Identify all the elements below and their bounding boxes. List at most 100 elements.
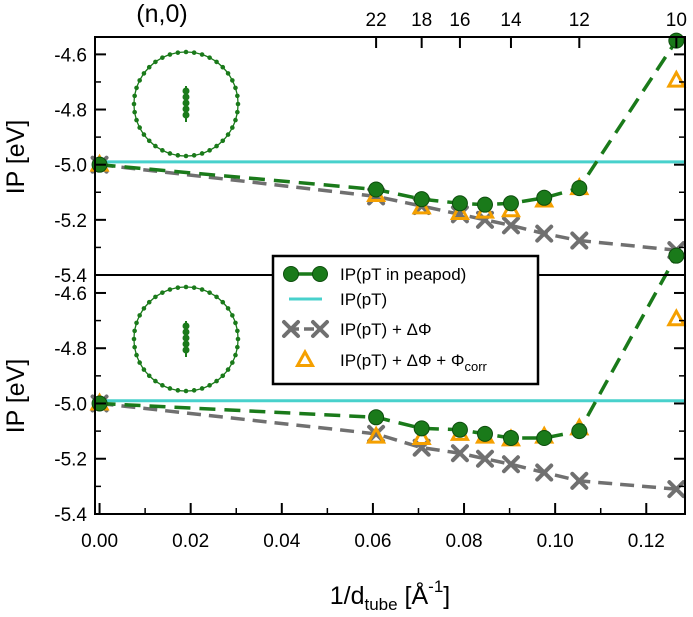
legend-label: IP(pT) + ΔΦ bbox=[340, 320, 432, 339]
series-line-delta bbox=[99, 401, 677, 491]
tube-atom bbox=[225, 71, 231, 76]
tube-atom bbox=[235, 101, 241, 107]
top-axis-title: (n,0) bbox=[136, 0, 187, 28]
tube-atom bbox=[131, 101, 137, 107]
molecule-atom bbox=[182, 322, 190, 330]
tube-atom bbox=[220, 299, 226, 305]
tube-atom bbox=[207, 55, 212, 60]
x-axis-title-sub: tube bbox=[365, 595, 398, 614]
top-axis-tick-label: 22 bbox=[366, 10, 387, 31]
data-point-peapod bbox=[451, 195, 468, 212]
tube-atom bbox=[146, 373, 152, 379]
molecule-atom bbox=[182, 334, 190, 342]
molecule-atom bbox=[182, 346, 190, 354]
tube-atom bbox=[214, 59, 219, 65]
data-point-delta bbox=[570, 471, 589, 490]
x-axis-title: 1/dtube [Å-1] bbox=[330, 577, 451, 614]
x-axis-title-unit: [Å bbox=[398, 580, 429, 610]
series-line-peapod bbox=[99, 39, 678, 207]
y-tick-label: -5.4 bbox=[54, 266, 87, 287]
tube-atom bbox=[132, 93, 137, 99]
series-peapod bbox=[91, 32, 685, 213]
tube-atom bbox=[160, 290, 165, 295]
x-tick-label: 0.10 bbox=[537, 531, 574, 552]
tube-atom bbox=[175, 153, 181, 158]
x-axis-title-main: 1/d bbox=[330, 582, 365, 610]
tube-atom bbox=[220, 64, 226, 70]
tube-atom bbox=[199, 287, 205, 292]
tube-atom bbox=[137, 78, 142, 83]
tube-atom bbox=[207, 290, 212, 295]
top-axis-tick-label: 10 bbox=[666, 10, 687, 31]
data-point-peapod bbox=[413, 420, 430, 437]
tube-atom bbox=[230, 78, 235, 83]
y-tick-label: -5.2 bbox=[54, 450, 87, 471]
tube-atom bbox=[183, 388, 189, 394]
legend-label: IP(pT) bbox=[340, 290, 387, 309]
data-point-peapod bbox=[502, 430, 519, 447]
peapod-molecule-icon bbox=[131, 284, 241, 394]
tube-atom bbox=[146, 138, 152, 144]
data-point-corr bbox=[666, 69, 687, 88]
data-point-peapod bbox=[413, 191, 430, 208]
tube-atom bbox=[225, 367, 231, 372]
x-tick-label: 0.00 bbox=[81, 531, 118, 552]
tube-atom bbox=[132, 328, 137, 334]
y-axis-title-bottom: IP [eV] bbox=[2, 359, 30, 434]
tube-atom bbox=[233, 117, 238, 123]
tube-atom bbox=[160, 148, 165, 153]
legend-label-text: IP(pT in peapod) bbox=[340, 265, 466, 284]
tube-atom bbox=[230, 360, 235, 365]
tube-atom bbox=[207, 148, 212, 153]
data-point-peapod bbox=[476, 425, 493, 442]
tube-atom bbox=[225, 306, 231, 311]
tube-atom bbox=[235, 109, 240, 115]
y-tick-label: -4.8 bbox=[54, 339, 87, 360]
tube-atom bbox=[233, 352, 238, 358]
data-point-delta bbox=[475, 449, 494, 468]
tube-atom bbox=[146, 299, 152, 305]
tube-atom bbox=[131, 336, 137, 342]
molecule-atom bbox=[182, 328, 190, 336]
data-point-peapod bbox=[536, 430, 553, 447]
series-delta bbox=[90, 394, 686, 499]
tube-atom bbox=[235, 93, 240, 99]
tube-atom bbox=[214, 294, 219, 300]
molecule-atom bbox=[182, 93, 190, 101]
data-point-delta bbox=[535, 463, 554, 482]
series-peapod bbox=[91, 247, 685, 447]
peapod-molecule-icon bbox=[131, 49, 241, 159]
tube-atom bbox=[199, 52, 205, 57]
top-axis-tick-label: 12 bbox=[569, 10, 590, 31]
legend-label: IP(pT) + ΔΦ + Φcorr bbox=[340, 351, 488, 374]
legend-marker-peapod bbox=[312, 266, 328, 282]
molecule-atom bbox=[182, 340, 190, 348]
legend-label-text: IP(pT) + ΔΦ bbox=[340, 320, 432, 339]
tube-atom bbox=[134, 85, 139, 91]
data-point-peapod bbox=[368, 181, 385, 198]
tube-atom bbox=[230, 313, 235, 318]
y-axis-title-top: IP [eV] bbox=[2, 120, 30, 195]
tube-atom bbox=[137, 125, 142, 130]
tube-atom bbox=[191, 153, 197, 158]
x-axis-title-sup: -1 bbox=[428, 577, 443, 596]
tube-atom bbox=[191, 285, 197, 290]
data-point-peapod bbox=[368, 409, 385, 426]
molecule-atom bbox=[182, 99, 190, 107]
tube-atom bbox=[153, 294, 158, 300]
data-point-delta bbox=[570, 231, 589, 250]
data-point-peapod bbox=[571, 423, 588, 440]
y-tick-label: -4.8 bbox=[54, 101, 87, 122]
series-line-delta bbox=[99, 162, 677, 252]
series-corr bbox=[89, 69, 687, 220]
data-point-peapod bbox=[571, 180, 588, 197]
tube-atom bbox=[175, 285, 181, 290]
top-panel: -4.6 -4.8 -5.0 -5.2 -5.4 22 18 16 14 12 10 bbox=[54, 10, 687, 287]
data-point-corr bbox=[411, 426, 432, 446]
tube-atom bbox=[141, 71, 147, 76]
data-point-corr bbox=[366, 425, 387, 444]
x-tick-label: 0.04 bbox=[263, 531, 300, 552]
tube-atom bbox=[141, 132, 147, 137]
data-point-peapod bbox=[536, 189, 553, 206]
